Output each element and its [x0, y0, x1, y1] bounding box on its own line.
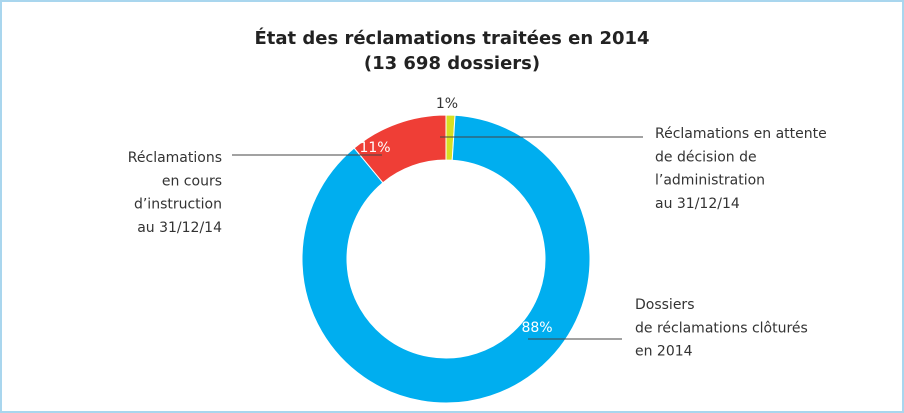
value-label: 1%: [436, 96, 458, 112]
category-label: en cours: [162, 173, 222, 189]
donut-segment: [301, 114, 591, 404]
category-label: l’administration: [655, 173, 765, 189]
category-label: Réclamations en attente: [655, 126, 827, 142]
category-label: de décision de: [655, 149, 757, 165]
category-label: en 2014: [635, 344, 693, 360]
category-label: au 31/12/14: [655, 196, 740, 212]
category-label: au 31/12/14: [137, 220, 222, 236]
chart-title: État des réclamations traitées en 2014: [254, 27, 649, 49]
value-label: 88%: [521, 320, 552, 336]
value-label: 11%: [359, 140, 390, 156]
category-label: d’instruction: [134, 197, 222, 213]
chart-subtitle: (13 698 dossiers): [364, 53, 540, 74]
category-label: de réclamations clôturés: [635, 320, 808, 336]
category-label: Dossiers: [635, 297, 695, 313]
category-label: Réclamations: [128, 150, 222, 166]
